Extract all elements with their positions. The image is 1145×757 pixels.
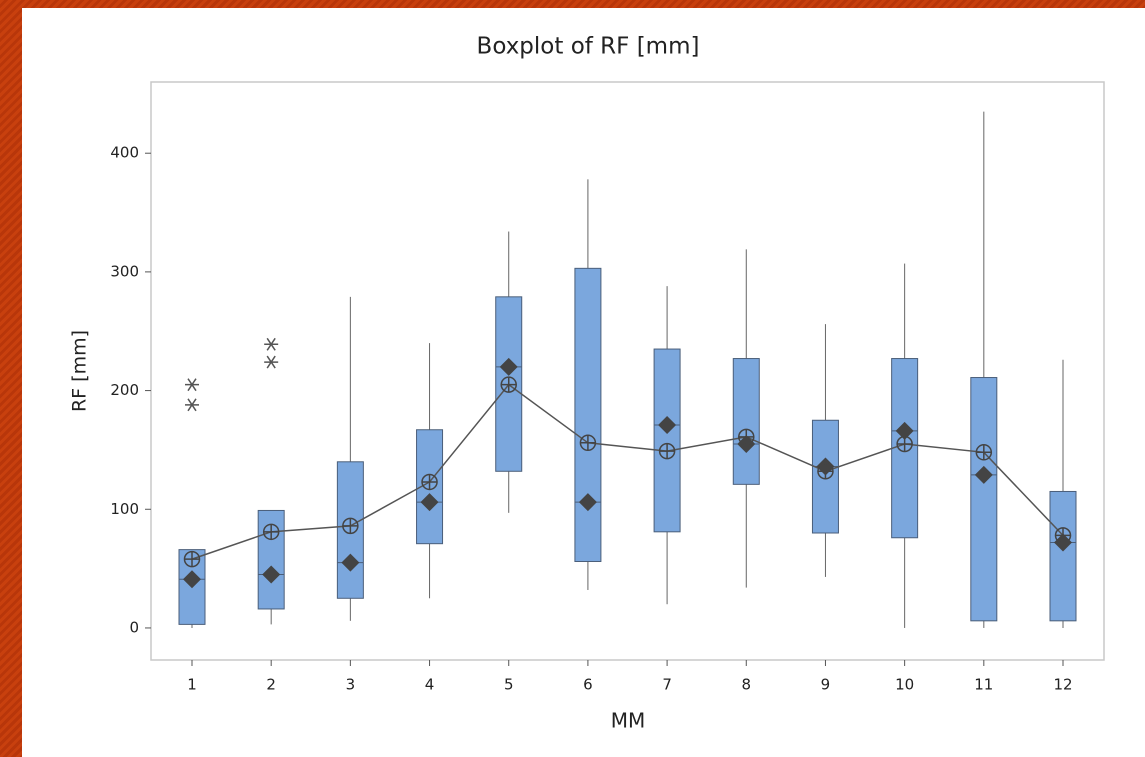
mean-marker-cross [263, 524, 279, 540]
mean-marker-cross [342, 518, 358, 534]
box [653, 348, 681, 533]
box [1049, 490, 1077, 622]
y-tick-label: 400 [110, 144, 139, 162]
chart-title: Boxplot of RF [mm] [477, 34, 700, 60]
y-tick-label: 0 [129, 618, 139, 636]
x-tick-label: 8 [741, 676, 751, 694]
x-tick-label: 3 [346, 676, 356, 694]
mean-marker-cross [580, 435, 596, 451]
x-axis-label: MM [611, 709, 646, 733]
x-tick-label: 12 [1053, 676, 1072, 694]
x-tick-label: 10 [895, 676, 914, 694]
outlier [185, 398, 199, 412]
mean-line [191, 383, 1064, 560]
y-tick-label: 300 [110, 262, 139, 280]
median-marker [262, 565, 281, 584]
median-marker [341, 553, 360, 572]
x-tick-label: 11 [974, 676, 993, 694]
x-tick-label: 5 [504, 676, 514, 694]
x-tick-label: 1 [187, 676, 197, 694]
x-tick-label: 7 [662, 676, 672, 694]
outlier [185, 378, 199, 392]
box [574, 267, 602, 562]
mean-marker-cross [659, 443, 675, 459]
mean-marker-cross [1055, 527, 1071, 543]
median-marker [499, 357, 518, 376]
median-marker [420, 493, 439, 512]
x-tick-label: 2 [266, 676, 276, 694]
outlier [264, 337, 279, 351]
mean-marker-cross [897, 436, 913, 452]
x-tick-label: 9 [821, 676, 831, 694]
median-marker [895, 421, 914, 440]
outlier [264, 355, 279, 369]
x-tick-label: 6 [583, 676, 593, 694]
median-marker [183, 570, 201, 589]
mean-marker-cross [738, 429, 754, 445]
y-tick-label: 100 [110, 500, 139, 518]
x-tick-label: 4 [425, 676, 435, 694]
median-marker [658, 416, 677, 435]
box [970, 377, 998, 622]
mean-marker-cross [976, 444, 992, 460]
mean-marker-cross [422, 474, 438, 490]
mean-marker-cross [184, 551, 200, 567]
median-marker [974, 465, 993, 484]
plot-frame [150, 81, 1105, 661]
mean-marker-cross [501, 377, 517, 393]
median-marker [578, 493, 597, 512]
mean-marker-cross [817, 463, 833, 479]
y-tick-label: 200 [110, 381, 139, 399]
box [732, 358, 760, 485]
y-axis-label: RF [mm] [69, 330, 91, 412]
